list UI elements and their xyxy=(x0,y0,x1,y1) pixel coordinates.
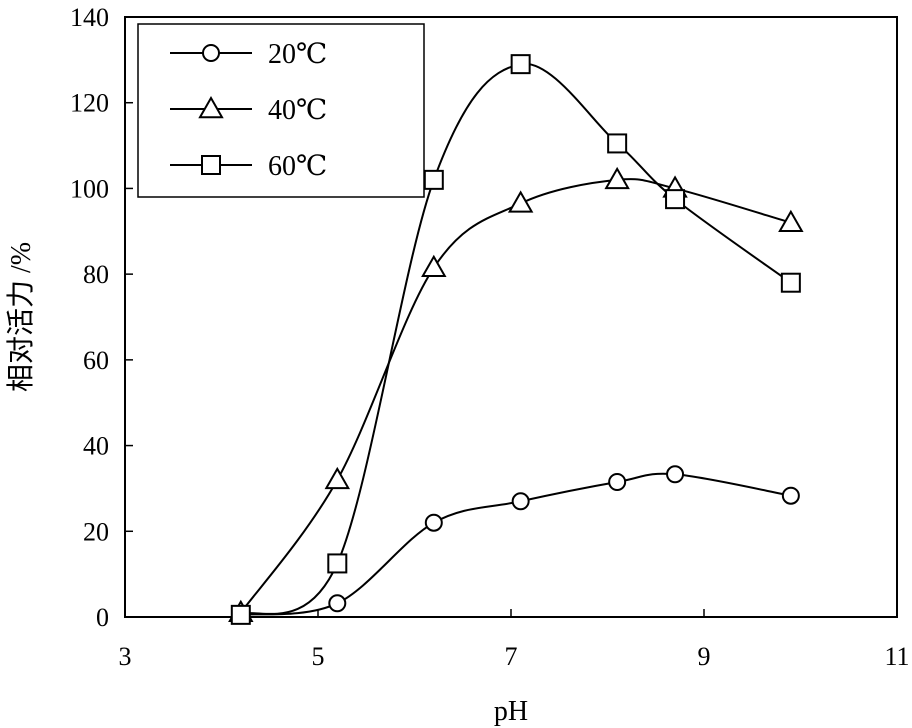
legend-marker-triangle xyxy=(198,95,224,119)
y-axis-label: 相对活力 /% xyxy=(5,242,37,392)
legend-item-triangle: 40℃ xyxy=(170,95,327,126)
series-circle xyxy=(231,465,800,624)
y-tick-label: 60 xyxy=(83,346,109,375)
data-point-circle xyxy=(511,492,530,511)
data-point-triangle xyxy=(778,209,804,232)
data-point-square xyxy=(423,169,444,190)
legend-marker-circle xyxy=(202,44,220,62)
legend: 20℃ 40℃ 60℃ xyxy=(137,23,425,198)
data-point-triangle xyxy=(421,254,447,277)
data-point-circle xyxy=(666,465,685,484)
plot-area: 3 5 7 9 11 0 20 40 60 80 100 120 140 xyxy=(70,3,910,671)
series-square xyxy=(230,54,801,625)
data-point-square xyxy=(327,553,348,574)
legend-item-circle: 20℃ xyxy=(170,39,327,70)
x-tick-label: 9 xyxy=(698,642,711,671)
data-point-circle xyxy=(328,594,347,613)
y-tick-label: 120 xyxy=(70,89,109,118)
legend-label: 60℃ xyxy=(268,151,327,182)
data-point-square xyxy=(607,133,628,154)
x-axis: 3 5 7 9 11 xyxy=(119,609,910,671)
series-line-triangle xyxy=(239,178,792,614)
y-tick-label: 80 xyxy=(83,260,109,289)
x-axis-label: pH xyxy=(494,696,528,727)
y-axis: 0 20 40 60 80 100 120 140 xyxy=(70,3,133,632)
x-tick-label: 11 xyxy=(884,642,909,671)
y-tick-label: 20 xyxy=(83,517,109,546)
data-point-triangle xyxy=(604,166,630,190)
data-point-square xyxy=(665,189,686,210)
legend-item-square: 60℃ xyxy=(170,151,327,182)
y-tick-label: 0 xyxy=(96,603,109,632)
y-tick-label: 40 xyxy=(83,432,109,461)
y-tick-label: 100 xyxy=(70,174,109,203)
data-point-square xyxy=(780,272,801,293)
data-point-triangle xyxy=(507,190,534,213)
x-tick-label: 3 xyxy=(119,642,132,671)
series-triangle xyxy=(228,166,804,622)
data-point-circle xyxy=(608,473,627,491)
data-point-circle xyxy=(424,513,443,532)
data-point-square xyxy=(510,54,531,75)
data-point-triangle xyxy=(324,466,351,490)
x-tick-label: 5 xyxy=(312,642,325,671)
y-tick-label: 140 xyxy=(70,3,109,32)
legend-marker-square xyxy=(201,155,221,175)
legend-label: 40℃ xyxy=(268,95,327,126)
data-point-circle xyxy=(781,486,800,505)
series-layer xyxy=(228,54,804,625)
data-point-square xyxy=(230,604,251,625)
legend-label: 20℃ xyxy=(268,39,327,70)
x-tick-label: 7 xyxy=(505,642,518,671)
